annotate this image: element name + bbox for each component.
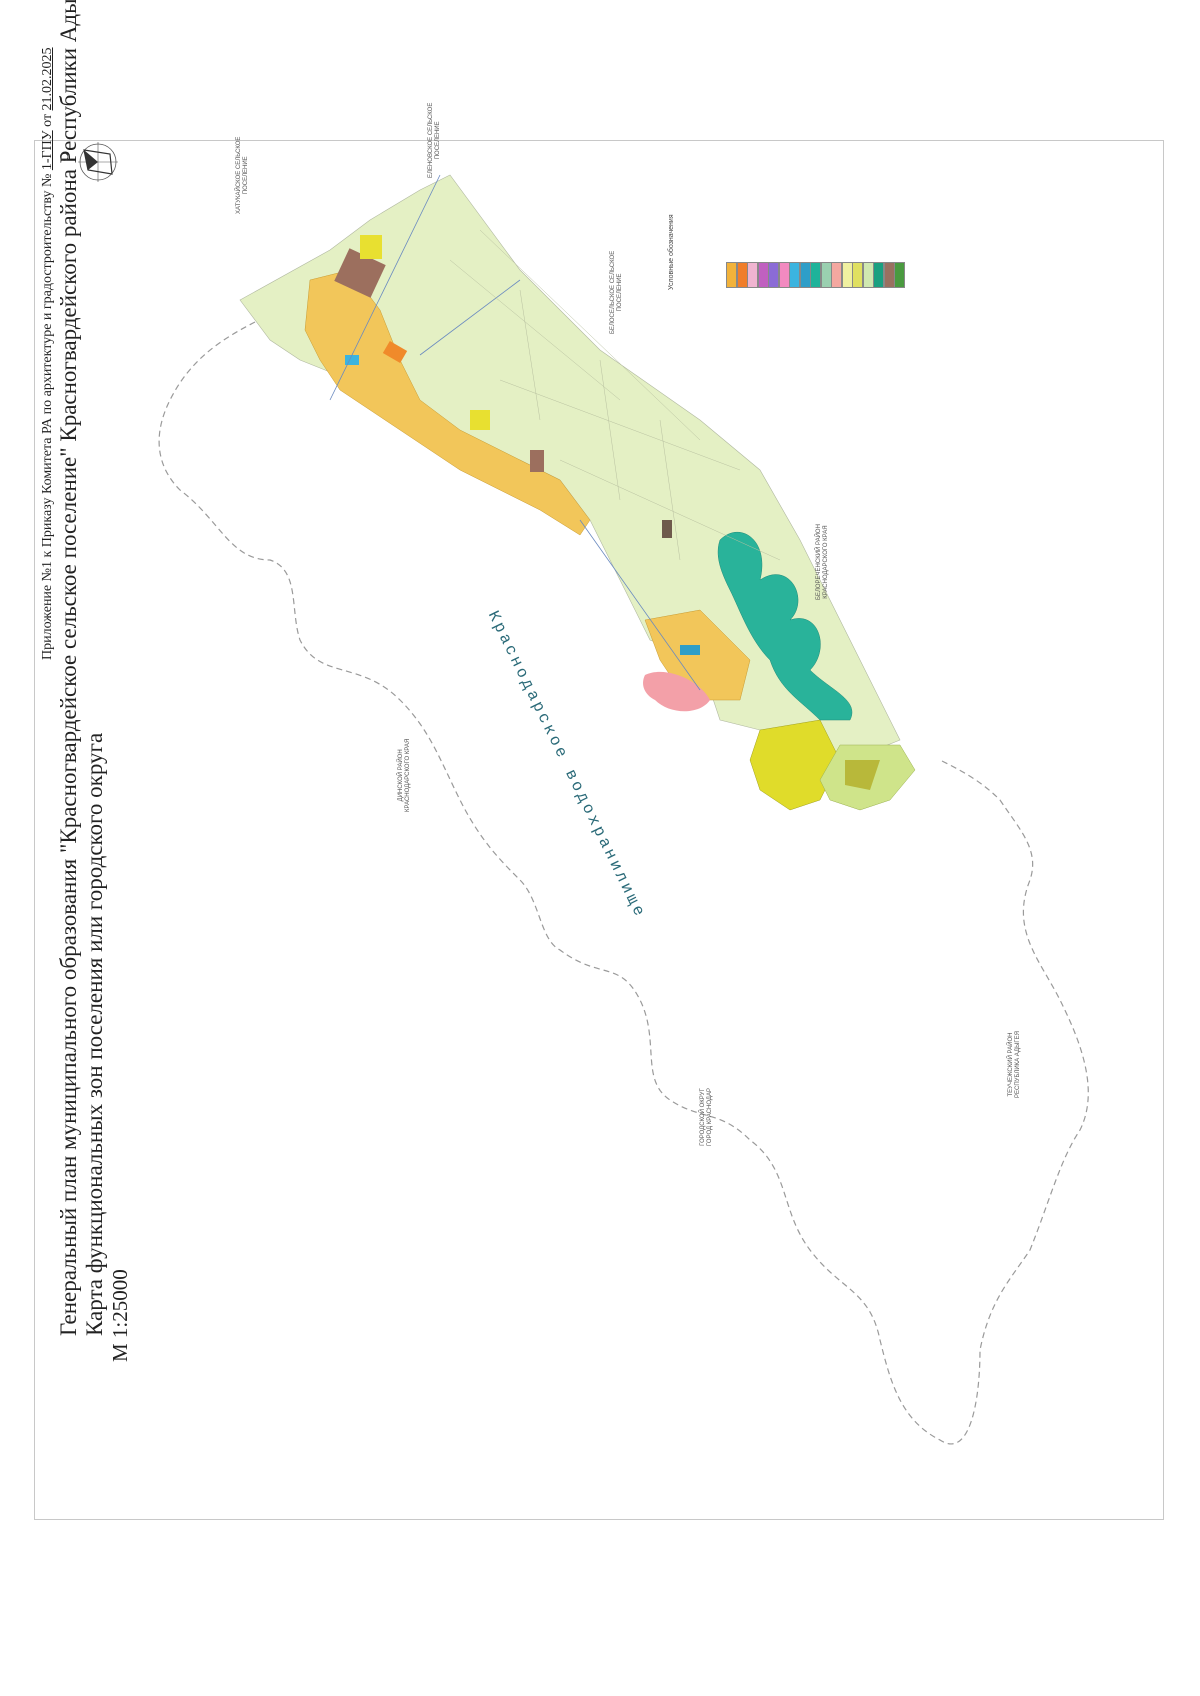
legend-swatch [726, 262, 737, 288]
orange-zone [382, 340, 408, 364]
neighbor-label-south: ГОРОДСКОЙ ОКРУГ ГОРОД КРАСНОДАР [700, 1088, 713, 1146]
road-line-2 [419, 279, 521, 356]
field-grid-line [659, 419, 681, 561]
legend-swatch [768, 262, 779, 288]
field-grid-line [479, 229, 701, 441]
industrial-zone-2 [530, 450, 544, 472]
neighbor-label-east: БЕЛОРЕЧЕНСКИЙ РАЙОН КРАСНОДАРСКОГО КРАЯ [816, 524, 829, 600]
legend-swatch [883, 262, 895, 288]
industrial-zone-3 [662, 520, 672, 538]
field-grid-line [519, 289, 541, 421]
compass-rose-icon [78, 142, 118, 182]
field-grid-line [449, 259, 621, 401]
recreation-zone-olive [845, 760, 880, 790]
legend-swatch [820, 262, 832, 288]
legend-swatch [841, 262, 853, 288]
map-frame [34, 140, 1164, 1520]
district-boundary [158, 321, 1089, 1445]
legend-swatch [778, 262, 790, 288]
neighbor-label-north-west: ХАТУКАЙСКОЕ СЕЛЬСКОЕ ПОСЕЛЕНИЕ [236, 136, 249, 214]
neighbor-label-north: ЕЛЕНОВСКОЕ СЕЛЬСКОЕ ПОСЕЛЕНИЕ [428, 102, 441, 178]
field-grid-line [599, 359, 621, 501]
road-line-3 [579, 519, 701, 691]
legend-swatch [736, 262, 748, 288]
neighbor-label-south-east: ТЕУЧЕЖСКИЙ РАЙОН РЕСПУБЛИКА АДЫГЕЯ [1008, 1031, 1021, 1098]
legend-swatch [810, 262, 821, 288]
field-grid-line [499, 379, 741, 471]
residential-zone-north [304, 269, 591, 536]
special-zone-1 [360, 235, 382, 259]
legend-swatch [894, 262, 905, 288]
legend-swatch [852, 262, 863, 288]
neighbor-label-west: ДИНСКОЙ РАЙОН КРАСНОДАРСКОГО КРАЯ [398, 738, 411, 812]
legend-swatch [873, 262, 884, 288]
legend-title: Условные обозначения [668, 214, 675, 290]
legend-swatch [789, 262, 800, 288]
special-zone-large [749, 719, 841, 811]
legend-swatch [757, 262, 769, 288]
special-zone-2 [470, 410, 490, 430]
legend-swatch [831, 262, 842, 288]
legend-swatch [799, 262, 811, 288]
pink-zone [643, 671, 710, 712]
water-zone [717, 531, 853, 721]
industrial-zone-1 [334, 248, 386, 298]
legend-swatch [747, 262, 758, 288]
legend-swatch [862, 262, 874, 288]
neighbor-label-north-east: БЕЛОСЕЛЬСКОЕ СЕЛЬСКОЕ ПОСЕЛЕНИЕ [610, 250, 623, 334]
public-zone-1 [345, 355, 359, 365]
road-line-1 [329, 174, 441, 401]
field-grid-line [559, 459, 781, 561]
public-zone-2 [680, 645, 700, 655]
